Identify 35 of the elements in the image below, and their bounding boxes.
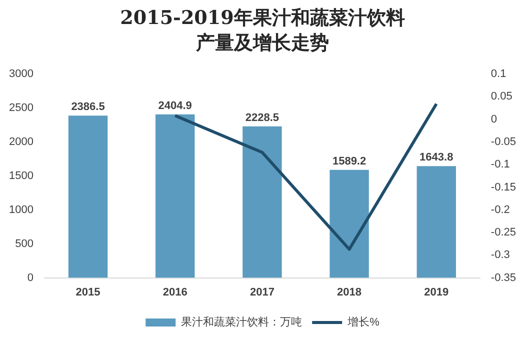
bar xyxy=(330,170,369,278)
bar xyxy=(156,114,195,278)
data-label: 2404.9 xyxy=(158,100,192,112)
bar xyxy=(242,126,282,278)
y2-tick-label: -0.05 xyxy=(490,136,516,148)
y2-tick-label: 0 xyxy=(490,113,498,126)
y-tick-label: 500 xyxy=(15,238,34,250)
x-tick-label: 2019 xyxy=(424,286,449,298)
y-tick-label: 1000 xyxy=(8,204,34,216)
y2-tick-label: -0.25 xyxy=(490,226,516,239)
data-label: 1643.8 xyxy=(420,152,454,164)
y2-tick-label: 0.1 xyxy=(490,68,506,80)
y2-tick-label: -0.1 xyxy=(490,158,510,171)
y2-tick-label: -0.35 xyxy=(490,272,516,284)
legend-label: 增长% xyxy=(346,316,380,329)
data-label: 2228.5 xyxy=(245,112,280,124)
x-tick-label: 2016 xyxy=(162,286,188,298)
y2-tick-label: -0.2 xyxy=(490,204,510,216)
y2-tick-label: -0.3 xyxy=(490,249,510,262)
y-tick-label: 3000 xyxy=(8,68,34,80)
y-tick-label: 2500 xyxy=(8,102,34,114)
y2-tick-label: 0.05 xyxy=(490,90,512,103)
x-tick-label: 2018 xyxy=(337,286,362,298)
chart-title: 2015-2019年果汁和蔬菜汁饮料产量及增长走势 xyxy=(119,6,406,56)
y-tick-label: 2000 xyxy=(8,136,34,148)
y-tick-label: 1500 xyxy=(8,170,34,182)
data-label: 1589.2 xyxy=(332,155,366,168)
y2-tick-label: -0.15 xyxy=(490,181,516,194)
y-tick-label: 0 xyxy=(27,272,34,284)
x-tick-label: 2015 xyxy=(76,286,100,298)
x-tick-label: 2017 xyxy=(250,286,274,298)
legend-label: 果汁和蔬菜汁饮料：万吨 xyxy=(181,316,302,329)
bar xyxy=(68,116,108,278)
data-label: 2386.5 xyxy=(71,101,105,114)
bar xyxy=(416,166,456,278)
